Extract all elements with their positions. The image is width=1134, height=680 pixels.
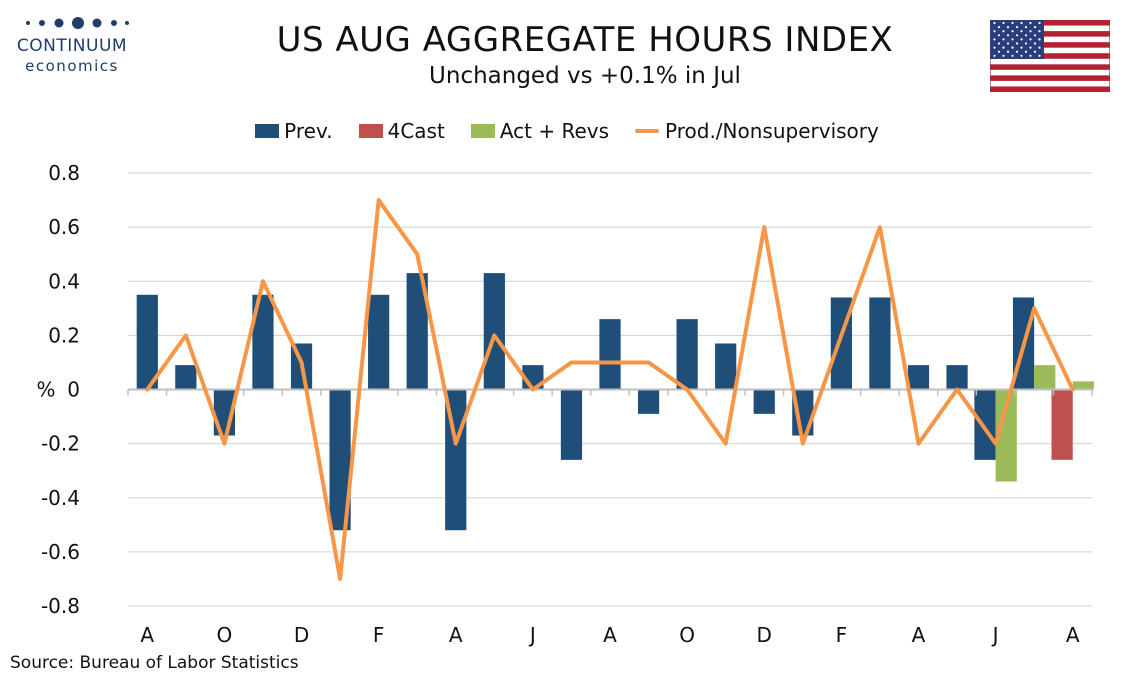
bar-prev	[406, 273, 428, 390]
bar-prev	[637, 389, 660, 414]
chart-subtitle: Unchanged vs +0.1% in Jul	[429, 63, 741, 89]
bar-forecast	[1051, 389, 1073, 460]
legend-swatch-actual	[470, 124, 495, 138]
logo: CONTINUUM economics	[14, 14, 134, 76]
bar-prev	[676, 319, 698, 390]
x-tick-label: A	[603, 623, 617, 647]
bar-prev	[175, 365, 197, 390]
bar-prev	[753, 389, 775, 414]
x-tick-label: J	[528, 623, 536, 647]
x-tick-label: F	[836, 623, 848, 647]
bar-prev	[329, 389, 351, 531]
y-tick-label: 0.2	[48, 323, 80, 347]
source-note: Source: Bureau of Labor Statistics	[10, 653, 299, 673]
x-tick-label: A	[449, 623, 463, 647]
logo-dots-icon	[26, 17, 129, 29]
legend-swatch-prev	[255, 124, 280, 138]
x-tick-label: A	[912, 623, 926, 647]
y-tick-label: 0.6	[48, 215, 80, 239]
bar-prev	[136, 294, 158, 390]
legend-item-actual: Act + Revs	[470, 119, 610, 143]
legend-label-line: Prod./Nonsupervisory	[665, 119, 879, 143]
bar-prev	[252, 294, 274, 390]
bar-prev	[599, 319, 621, 390]
legend-item-prev: Prev.	[255, 119, 333, 143]
legend-swatch-forecast	[358, 124, 383, 138]
x-tick-label: D	[294, 623, 309, 647]
y-tick-label: 0	[67, 378, 80, 402]
x-tick-label: O	[679, 623, 695, 647]
bar-prev	[907, 365, 930, 390]
x-tick-label: O	[217, 623, 233, 647]
bar-prev	[715, 343, 737, 390]
y-tick-label: 0.4	[48, 269, 80, 293]
x-tick-label: J	[991, 623, 999, 647]
legend-swatch-line	[635, 129, 660, 133]
bar-prev	[368, 294, 390, 390]
legend: Prev. 4Cast Act + Revs Prod./Nonsupervis…	[0, 118, 1134, 144]
x-tick-label: A	[1066, 623, 1080, 647]
bar-prev	[560, 389, 583, 460]
y-tick-label: -0.6	[41, 540, 80, 564]
y-tick-label: 0.8	[48, 161, 80, 185]
bar-actual	[1034, 365, 1056, 390]
legend-label-forecast: 4Cast	[387, 119, 445, 143]
logo-brand-line1: CONTINUUM	[16, 36, 128, 56]
x-tick-label: D	[757, 623, 772, 647]
y-tick-label: -0.2	[41, 432, 80, 456]
legend-item-line: Prod./Nonsupervisory	[635, 119, 879, 143]
y-axis-label: %	[36, 378, 55, 402]
x-tick-label: A	[140, 623, 154, 647]
chart-title: US AUG AGGREGATE HOURS INDEX	[276, 20, 894, 60]
bar-actual	[995, 389, 1017, 482]
x-tick-label: F	[373, 623, 385, 647]
bar-prev	[974, 389, 996, 460]
y-tick-label: -0.4	[41, 486, 80, 510]
logo-brand-line2: economics	[25, 57, 119, 75]
legend-item-forecast: 4Cast	[358, 119, 445, 143]
legend-label-actual: Act + Revs	[499, 119, 610, 143]
legend-label-prev: Prev.	[284, 119, 333, 143]
bar-prev	[946, 365, 968, 390]
us-flag-icon	[990, 20, 1110, 92]
y-tick-label: -0.8	[41, 594, 80, 618]
bar-prev	[869, 297, 891, 390]
bar-actual	[1072, 381, 1094, 390]
chart-plot: 0.8 0.6 0.4 0.2 0 -0.2 -0.4 -0.6 -0.8% A O D F A J A O D F…	[36, 161, 1094, 647]
bar-prev	[483, 273, 505, 390]
